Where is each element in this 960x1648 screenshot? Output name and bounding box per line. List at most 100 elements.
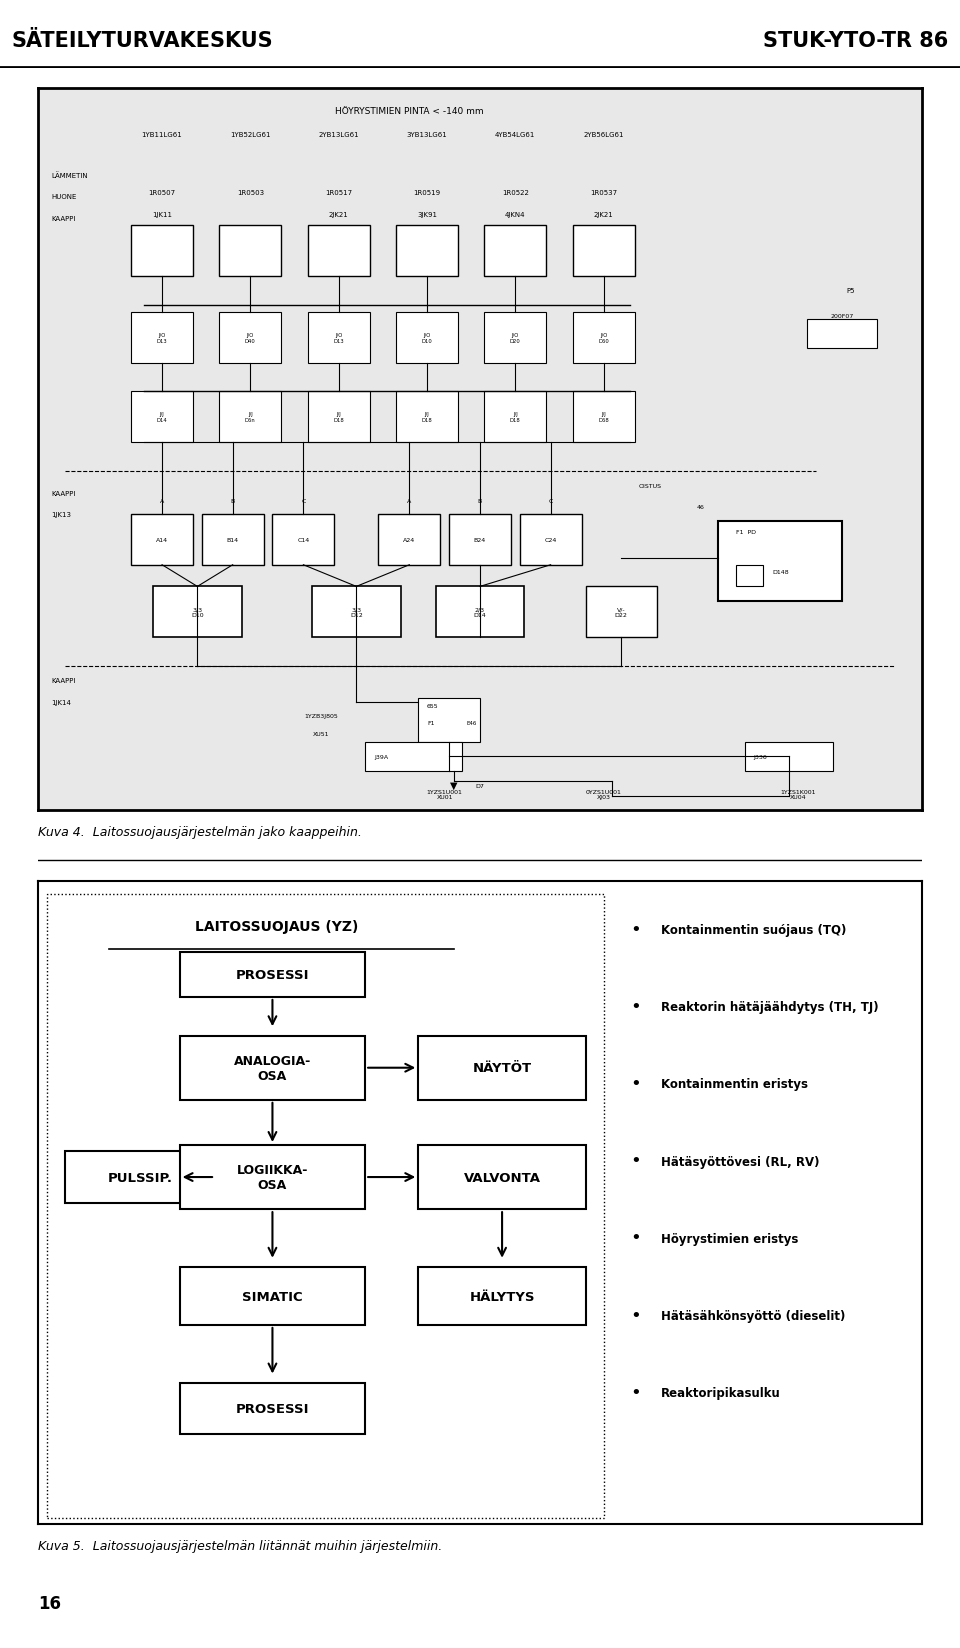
Text: •: • [630,920,641,938]
Bar [308,392,370,443]
Bar [220,313,281,363]
Bar [419,1037,586,1101]
Bar [65,1152,215,1203]
Text: 1JK14: 1JK14 [52,699,72,705]
Text: 3JK91: 3JK91 [417,211,437,218]
Bar [573,392,635,443]
Text: J/J
D18: J/J D18 [421,412,432,424]
Text: C: C [548,499,553,504]
Bar [132,392,193,443]
Text: D7: D7 [475,783,485,788]
Text: C: C [301,499,305,504]
Bar [396,226,458,277]
Text: 1R0507: 1R0507 [149,190,176,196]
Bar [449,514,511,565]
Text: 1R0522: 1R0522 [502,190,529,196]
Text: J39A: J39A [374,755,388,760]
Text: 2YB56LG61: 2YB56LG61 [584,132,624,138]
Bar [202,514,264,565]
Text: PROSESSI: PROSESSI [236,969,309,981]
Bar [396,392,458,443]
Bar [154,587,242,638]
Text: Höyrystimien eristys: Höyrystimien eristys [661,1233,799,1244]
Text: 1R0537: 1R0537 [590,190,617,196]
Text: XU51: XU51 [313,732,329,737]
Text: 1R0519: 1R0519 [414,190,441,196]
Text: Kuva 4.  Laitossuojausjärjestelmän jako kaappeihin.: Kuva 4. Laitossuojausjärjestelmän jako k… [38,826,362,839]
Text: J/O
D13: J/O D13 [333,333,344,343]
Text: •: • [630,997,641,1015]
Text: •: • [630,1383,641,1401]
Text: 3YB13LG61: 3YB13LG61 [407,132,447,138]
Text: A: A [407,499,412,504]
Text: LAITOSSUOJAUS (YZ): LAITOSSUOJAUS (YZ) [195,920,358,934]
Text: LÄMMETIN: LÄMMETIN [52,171,88,180]
Text: PULSSIP.: PULSSIP. [108,1170,173,1183]
Bar [573,226,635,277]
Text: 2JK21: 2JK21 [329,211,348,218]
Text: •: • [630,1152,641,1170]
Text: J/O
D40: J/O D40 [245,333,255,343]
Bar [220,226,281,277]
Text: KAAPPI: KAAPPI [52,489,76,496]
Text: J/J
D14: J/J D14 [156,412,167,424]
Text: 1JK11: 1JK11 [152,211,172,218]
Text: HUONE: HUONE [52,194,77,201]
Text: C14: C14 [298,537,309,542]
Text: 1YZB3J805: 1YZB3J805 [304,714,338,719]
Text: SIMATIC: SIMATIC [242,1290,302,1302]
Text: J/J
D18: J/J D18 [333,412,344,424]
Bar [180,1383,365,1434]
Text: 655: 655 [427,704,439,709]
Text: A14: A14 [156,537,168,542]
Text: 2YB13LG61: 2YB13LG61 [319,132,359,138]
Text: J/O
D10: J/O D10 [421,333,432,343]
Text: J/O
D60: J/O D60 [598,333,609,343]
Text: J/J
D6n: J/J D6n [245,412,255,424]
Text: Kontainmentin suójaus (TQ): Kontainmentin suójaus (TQ) [661,923,847,936]
Text: OISTUS: OISTUS [639,483,662,488]
Bar [396,313,458,363]
Text: J/J
D18: J/J D18 [510,412,520,424]
Text: ANALOGIA-
OSA: ANALOGIA- OSA [234,1055,311,1083]
Text: A: A [160,499,164,504]
Text: KAAPPI: KAAPPI [52,216,76,222]
Bar [736,565,762,587]
Text: E46: E46 [467,720,477,725]
Text: •: • [630,1305,641,1323]
Text: Kuva 5.  Laitossuojausjärjestelmän liitännät muihin järjestelmiin.: Kuva 5. Laitossuojausjärjestelmän liitän… [38,1539,443,1552]
Bar [586,587,657,638]
Text: A24: A24 [403,537,416,542]
Bar [419,699,480,742]
Bar [132,514,193,565]
Text: 16: 16 [38,1595,61,1612]
Bar [308,313,370,363]
Text: F1  PD: F1 PD [736,529,756,534]
Text: 200F07: 200F07 [830,313,853,318]
Text: 1YB11LG61: 1YB11LG61 [142,132,182,138]
Bar [180,1037,365,1101]
Text: J336: J336 [754,755,768,760]
Text: •: • [630,1074,641,1093]
Text: PROSESSI: PROSESSI [236,1402,309,1416]
Bar [519,514,582,565]
Bar [718,522,842,602]
Bar [745,742,833,771]
Bar [378,514,441,565]
Bar [365,742,463,771]
Text: Hätäsähkönsyöttö (dieselit): Hätäsähkönsyöttö (dieselit) [661,1309,846,1322]
Text: 1YZS1U001
XU01: 1YZS1U001 XU01 [427,789,463,799]
Text: 1R0503: 1R0503 [237,190,264,196]
Bar [419,1267,586,1325]
Bar [485,392,546,443]
Text: J/J
D68: J/J D68 [598,412,609,424]
Bar [806,320,877,349]
Bar [436,587,524,638]
Bar [485,313,546,363]
Bar [273,514,334,565]
Text: P5: P5 [847,288,855,293]
Text: STUK-YTO-TR 86: STUK-YTO-TR 86 [763,31,948,51]
Text: ▼: ▼ [449,781,457,791]
Text: V/-
D22: V/- D22 [614,606,628,618]
Text: 3/3
D10: 3/3 D10 [191,606,204,618]
